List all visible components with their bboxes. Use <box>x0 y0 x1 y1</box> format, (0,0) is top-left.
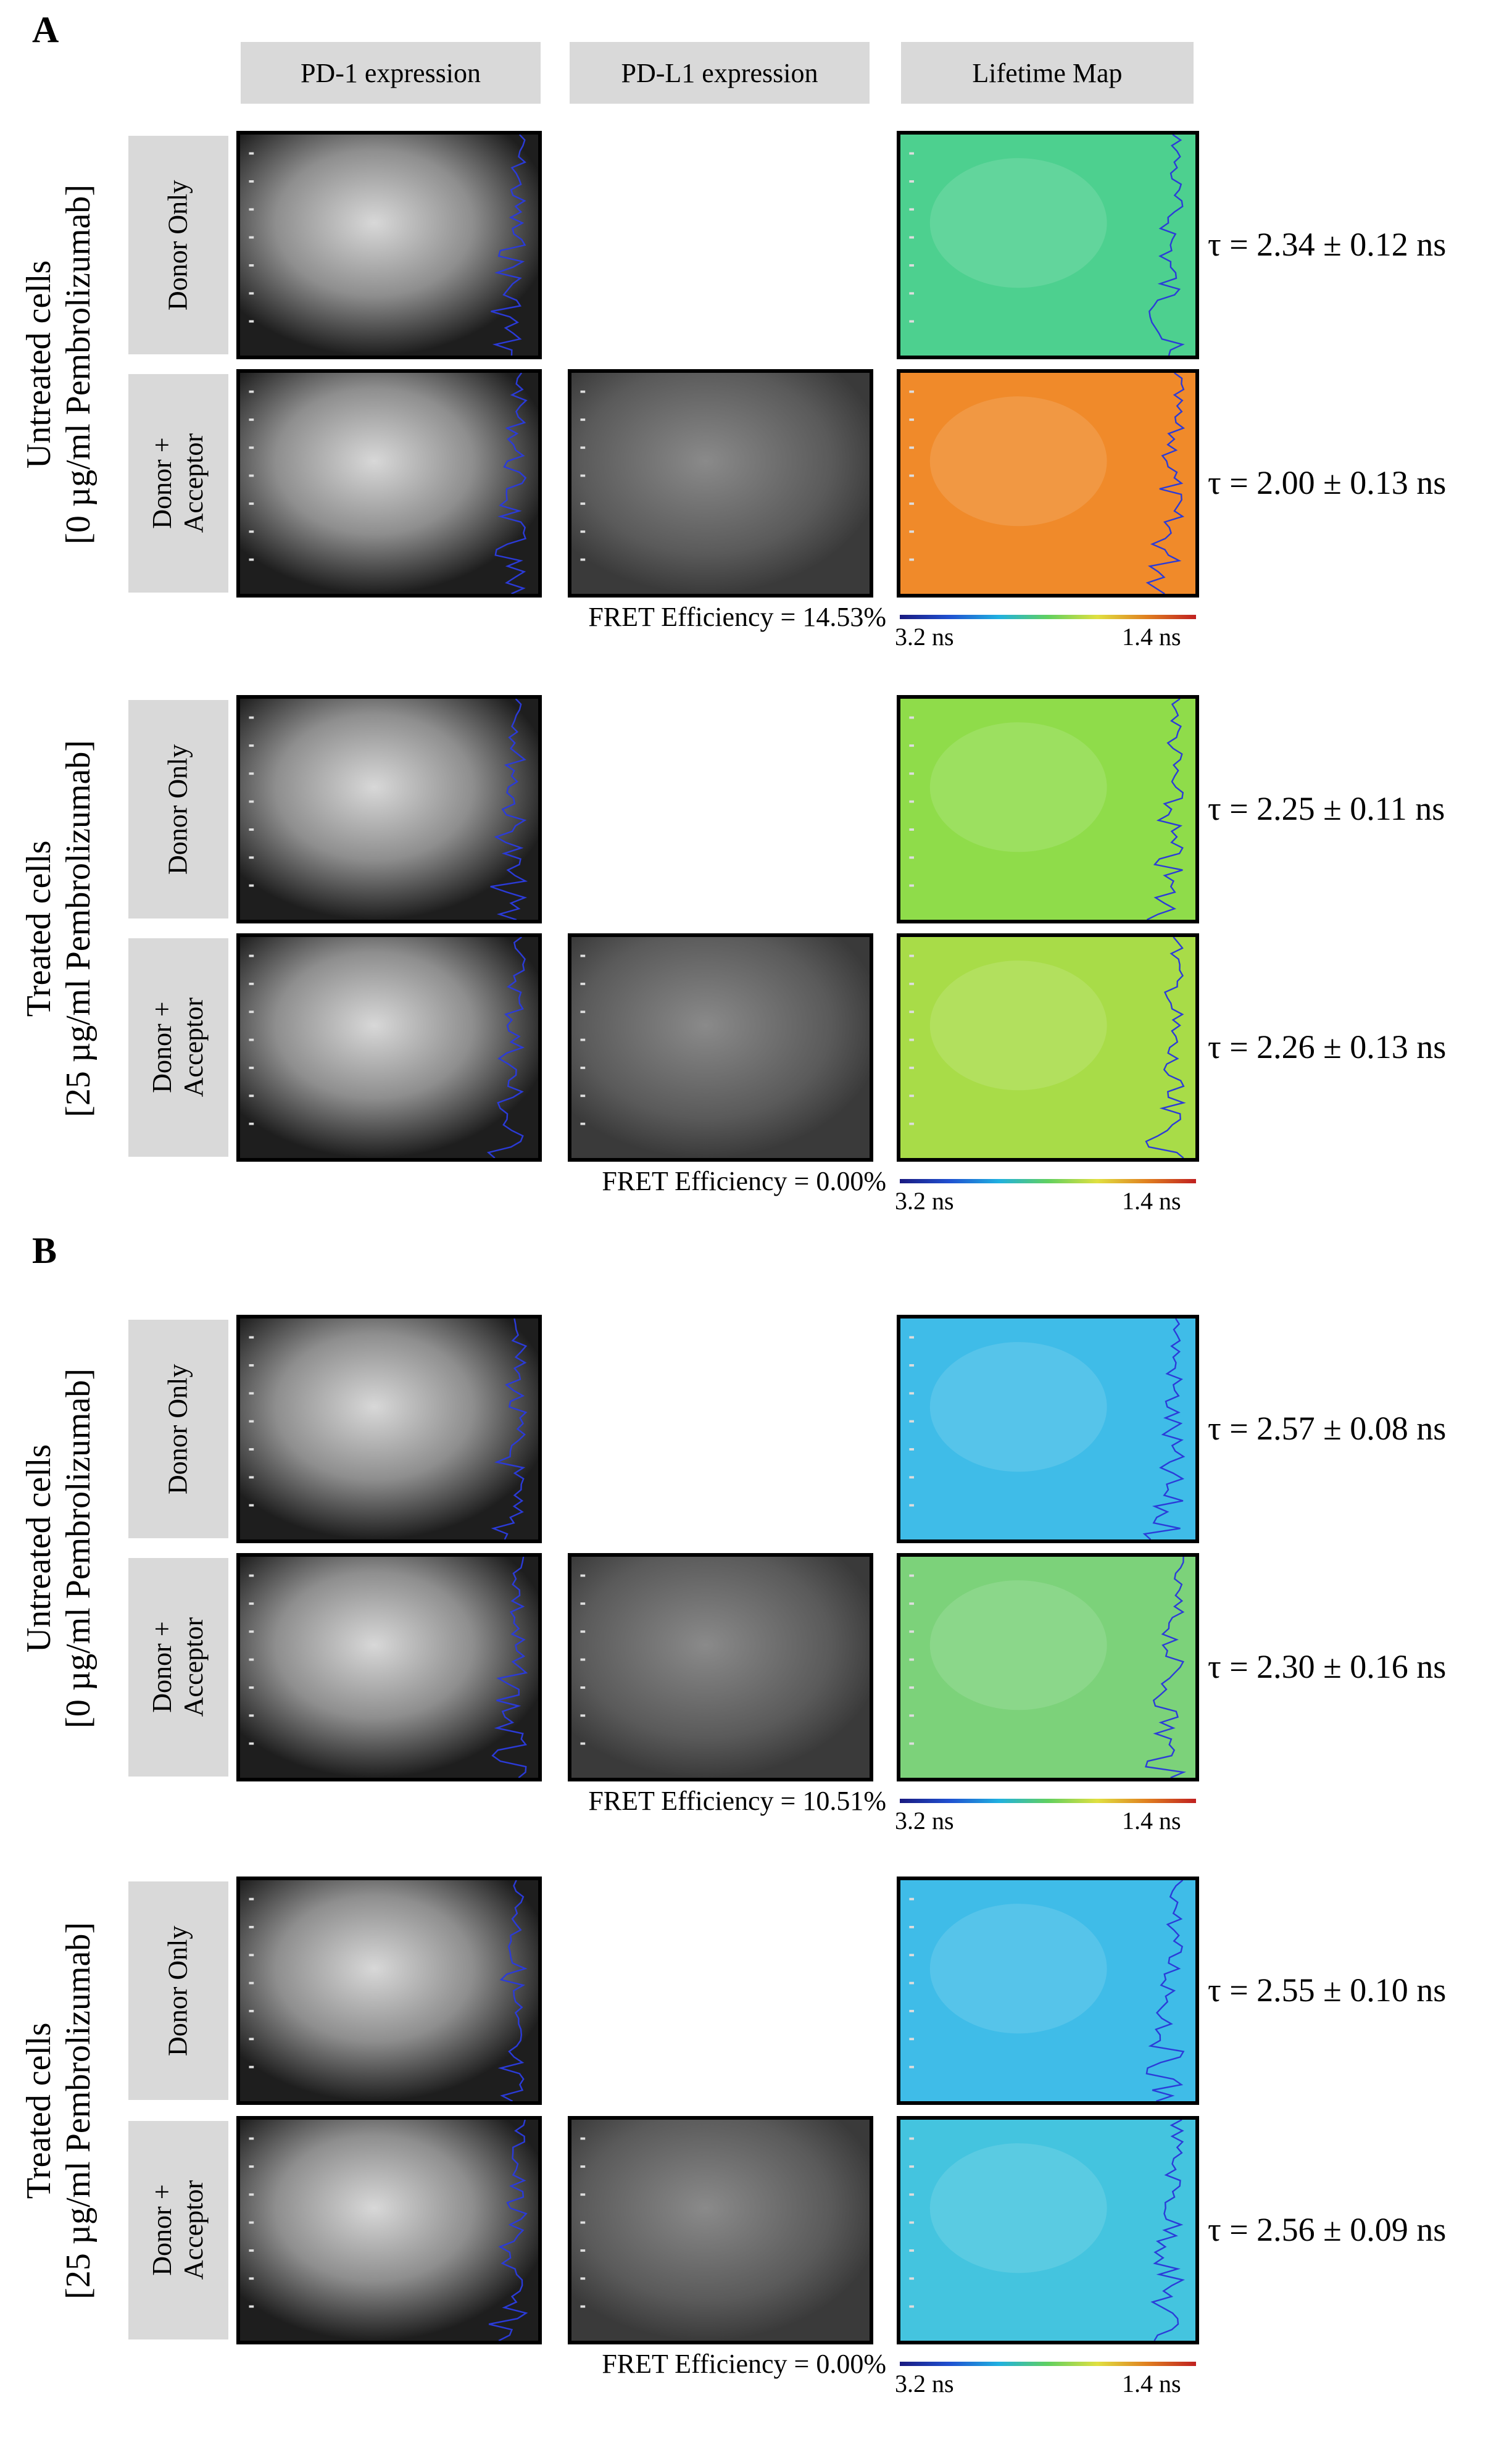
column-header-2: PD-L1 expression <box>570 42 870 104</box>
group-label-text: Treated cells [25 µg/ml Pembrolizumab] <box>19 1922 98 2299</box>
row-label-text: Donor Only <box>162 180 193 310</box>
lifetime-value: τ = 2.56 ± 0.09 ns <box>1208 2211 1447 2248</box>
group-label: Untreated cells [0 µg/ml Pembrolizumab] <box>12 1315 105 1781</box>
lifetime-map <box>897 2116 1199 2344</box>
row-label-text: Donor Only <box>162 1364 193 1494</box>
row-label-text: Donor Only <box>162 744 193 875</box>
colorbar <box>900 1799 1196 1803</box>
colorbar-left-label: 3.2 ns <box>895 1807 954 1835</box>
pdl1-micrograph <box>568 369 873 598</box>
panel-letter: A <box>32 9 59 50</box>
colorbar <box>900 2362 1196 2366</box>
lifetime-value: τ = 2.34 ± 0.12 ns <box>1208 226 1447 263</box>
group-label-text: Treated cells [25 µg/ml Pembrolizumab] <box>19 739 98 1117</box>
row-label-text: Donor + Acceptor <box>147 2180 209 2280</box>
colorbar-left-label: 3.2 ns <box>895 2370 954 2397</box>
column-header-1: PD-1 expression <box>241 42 541 104</box>
colorbar-right-label: 1.4 ns <box>1122 2370 1181 2397</box>
fret-efficiency: FRET Efficiency = 10.51% <box>588 1786 886 1816</box>
lifetime-map <box>897 695 1199 923</box>
lifetime-map <box>897 131 1199 359</box>
lifetime-map <box>897 933 1199 1162</box>
pd1-micrograph <box>236 695 542 923</box>
row-label: Donor Only <box>128 136 228 354</box>
row-label: Donor + Acceptor <box>128 2121 228 2339</box>
pd1-micrograph <box>236 369 542 598</box>
colorbar <box>900 1179 1196 1183</box>
colorbar-right-label: 1.4 ns <box>1122 623 1181 651</box>
group-label: Treated cells [25 µg/ml Pembrolizumab] <box>12 695 105 1162</box>
lifetime-value: τ = 2.30 ± 0.16 ns <box>1208 1648 1447 1685</box>
row-label-text: Donor + Acceptor <box>147 1617 209 1717</box>
fret-efficiency: FRET Efficiency = 0.00% <box>602 2349 886 2379</box>
row-label: Donor Only <box>128 1881 228 2100</box>
row-label-text: Donor Only <box>162 1925 193 2056</box>
lifetime-value: τ = 2.55 ± 0.10 ns <box>1208 1972 1447 2009</box>
fret-efficiency: FRET Efficiency = 0.00% <box>602 1166 886 1196</box>
row-label-text: Donor + Acceptor <box>147 433 209 533</box>
group-label: Treated cells [25 µg/ml Pembrolizumab] <box>12 1877 105 2344</box>
pdl1-micrograph <box>568 1553 873 1781</box>
pd1-micrograph <box>236 1877 542 2105</box>
colorbar-left-label: 3.2 ns <box>895 1187 954 1215</box>
fret-efficiency: FRET Efficiency = 14.53% <box>588 602 886 632</box>
pdl1-micrograph <box>568 2116 873 2344</box>
group-label-text: Untreated cells [0 µg/ml Pembrolizumab] <box>19 1368 98 1728</box>
pd1-micrograph <box>236 933 542 1162</box>
panel-letter: B <box>32 1230 57 1271</box>
colorbar-right-label: 1.4 ns <box>1122 1807 1181 1835</box>
row-label: Donor + Acceptor <box>128 1558 228 1777</box>
pd1-micrograph <box>236 2116 542 2344</box>
pd1-micrograph <box>236 131 542 359</box>
row-label: Donor Only <box>128 1320 228 1538</box>
colorbar-left-label: 3.2 ns <box>895 623 954 651</box>
row-label: Donor + Acceptor <box>128 374 228 593</box>
lifetime-map <box>897 369 1199 598</box>
colorbar-right-label: 1.4 ns <box>1122 1187 1181 1215</box>
lifetime-map <box>897 1877 1199 2105</box>
lifetime-value: τ = 2.57 ± 0.08 ns <box>1208 1410 1447 1447</box>
group-label-text: Untreated cells [0 µg/ml Pembrolizumab] <box>19 184 98 544</box>
pd1-micrograph <box>236 1315 542 1543</box>
colorbar <box>900 615 1196 619</box>
row-label-text: Donor + Acceptor <box>147 998 209 1098</box>
lifetime-value: τ = 2.26 ± 0.13 ns <box>1208 1028 1447 1065</box>
lifetime-value: τ = 2.00 ± 0.13 ns <box>1208 464 1447 501</box>
column-header-3: Lifetime Map <box>901 42 1194 104</box>
row-label: Donor + Acceptor <box>128 938 228 1157</box>
group-label: Untreated cells [0 µg/ml Pembrolizumab] <box>12 131 105 598</box>
lifetime-map <box>897 1315 1199 1543</box>
lifetime-value: τ = 2.25 ± 0.11 ns <box>1208 790 1445 827</box>
pd1-micrograph <box>236 1553 542 1781</box>
lifetime-map <box>897 1553 1199 1781</box>
row-label: Donor Only <box>128 700 228 919</box>
pdl1-micrograph <box>568 933 873 1162</box>
